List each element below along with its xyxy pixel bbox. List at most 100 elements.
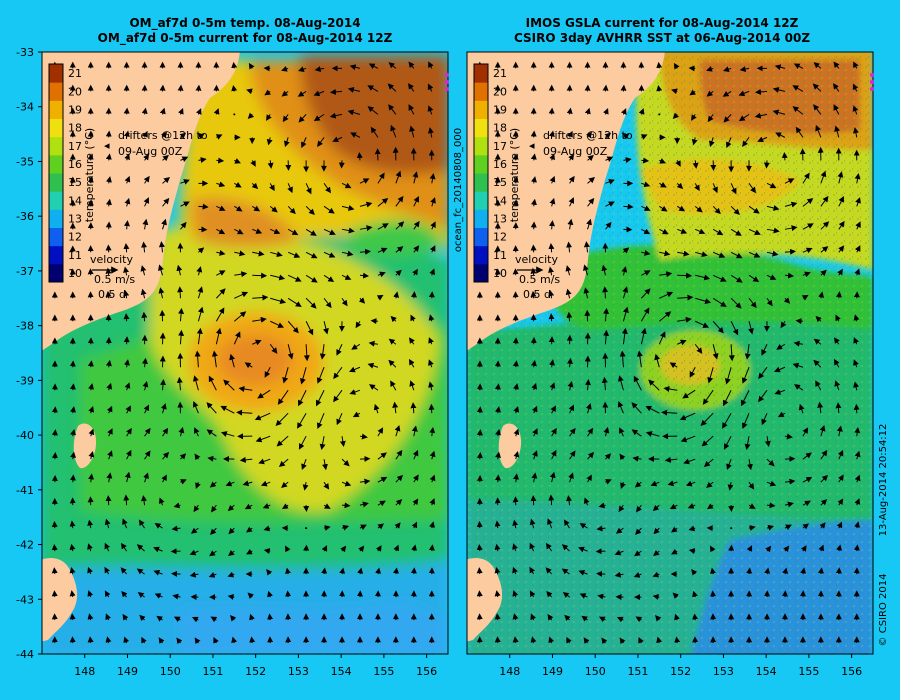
current-arrow <box>313 90 325 97</box>
current-arrow <box>546 590 553 598</box>
current-arrow <box>427 127 434 138</box>
current-arrow <box>748 481 755 490</box>
current-arrow <box>512 590 519 598</box>
current-arrow <box>494 520 501 529</box>
current-arrow <box>88 450 95 460</box>
current-arrow <box>680 435 696 443</box>
left-drifter-marker: ◂ <box>104 139 110 152</box>
current-arrow <box>208 572 217 578</box>
current-arrow <box>820 221 830 230</box>
current-arrow <box>641 250 651 256</box>
current-arrow <box>566 311 573 322</box>
current-arrow <box>158 637 165 644</box>
current-arrow <box>429 474 436 483</box>
current-arrow <box>227 593 235 600</box>
current-arrow <box>87 636 94 644</box>
current-arrow <box>513 450 520 460</box>
current-arrow <box>394 425 401 437</box>
current-arrow <box>287 274 302 282</box>
colorbar-segment <box>474 154 488 174</box>
current-arrow <box>645 405 660 414</box>
current-arrow <box>748 274 760 283</box>
current-arrow <box>792 85 804 92</box>
x-tick-label: 149 <box>542 665 563 678</box>
current-arrow <box>180 179 190 185</box>
current-arrow <box>329 88 343 95</box>
current-arrow <box>659 228 669 235</box>
current-arrow <box>703 458 714 468</box>
current-arrow <box>653 527 660 535</box>
current-arrow <box>641 228 651 235</box>
current-arrow <box>695 274 711 281</box>
current-arrow <box>124 197 131 207</box>
current-arrow <box>784 501 794 508</box>
current-arrow <box>685 480 696 487</box>
colorbar-segment <box>474 209 488 228</box>
current-arrow <box>387 83 397 92</box>
current-arrow <box>179 132 187 139</box>
current-arrow <box>494 566 501 575</box>
current-arrow <box>815 380 822 391</box>
current-arrow <box>281 90 289 97</box>
current-arrow <box>766 502 776 509</box>
current-arrow <box>800 545 807 552</box>
current-arrow <box>820 269 827 277</box>
current-arrow <box>494 613 501 621</box>
current-arrow <box>270 228 281 235</box>
current-arrow <box>616 616 624 623</box>
current-arrow <box>87 566 93 575</box>
current-arrow <box>428 337 434 345</box>
current-arrow <box>707 367 714 384</box>
current-arrow <box>124 382 131 391</box>
current-arrow <box>677 294 694 301</box>
current-arrow <box>246 548 253 555</box>
current-arrow <box>747 459 753 471</box>
right-drifter-markers-ne <box>870 73 874 91</box>
current-arrow <box>410 402 417 414</box>
current-arrow <box>603 329 610 345</box>
current-arrow <box>548 266 554 276</box>
current-arrow <box>587 451 595 460</box>
x-tick-label: 155 <box>798 665 819 678</box>
current-arrow <box>282 367 289 384</box>
current-arrow <box>772 109 786 116</box>
current-arrow <box>252 339 262 346</box>
current-arrow <box>194 453 201 461</box>
current-arrow <box>395 221 405 230</box>
current-arrow <box>104 590 111 598</box>
colorbar-tick-label: 11 <box>68 249 82 262</box>
current-arrow <box>754 112 768 119</box>
current-arrow <box>623 157 632 163</box>
current-arrow <box>368 384 379 391</box>
current-arrow <box>341 458 350 467</box>
current-arrow <box>193 504 200 513</box>
current-arrow <box>784 248 797 255</box>
current-arrow <box>690 114 697 121</box>
current-arrow <box>246 526 253 533</box>
current-arrow <box>429 245 436 253</box>
current-arrow <box>596 525 606 532</box>
current-arrow <box>408 104 415 115</box>
current-arrow <box>206 402 217 414</box>
current-arrow <box>206 429 217 437</box>
current-arrow <box>766 458 775 467</box>
current-arrow <box>408 337 415 345</box>
current-arrow <box>730 228 742 236</box>
current-arrow <box>622 286 629 299</box>
current-arrow <box>390 124 397 138</box>
current-arrow <box>730 251 743 259</box>
current-arrow <box>689 366 696 378</box>
current-arrow <box>677 316 692 323</box>
current-arrow <box>298 66 307 73</box>
current-arrow <box>227 504 235 512</box>
current-arrow <box>234 205 243 212</box>
current-arrow <box>513 473 520 483</box>
current-arrow <box>620 108 627 115</box>
current-arrow <box>428 381 434 391</box>
current-arrow <box>287 297 302 308</box>
current-arrow <box>758 389 768 403</box>
left-temperature-field <box>42 55 448 654</box>
current-arrow <box>632 455 642 462</box>
current-arrow <box>123 130 130 138</box>
current-arrow <box>601 376 608 391</box>
